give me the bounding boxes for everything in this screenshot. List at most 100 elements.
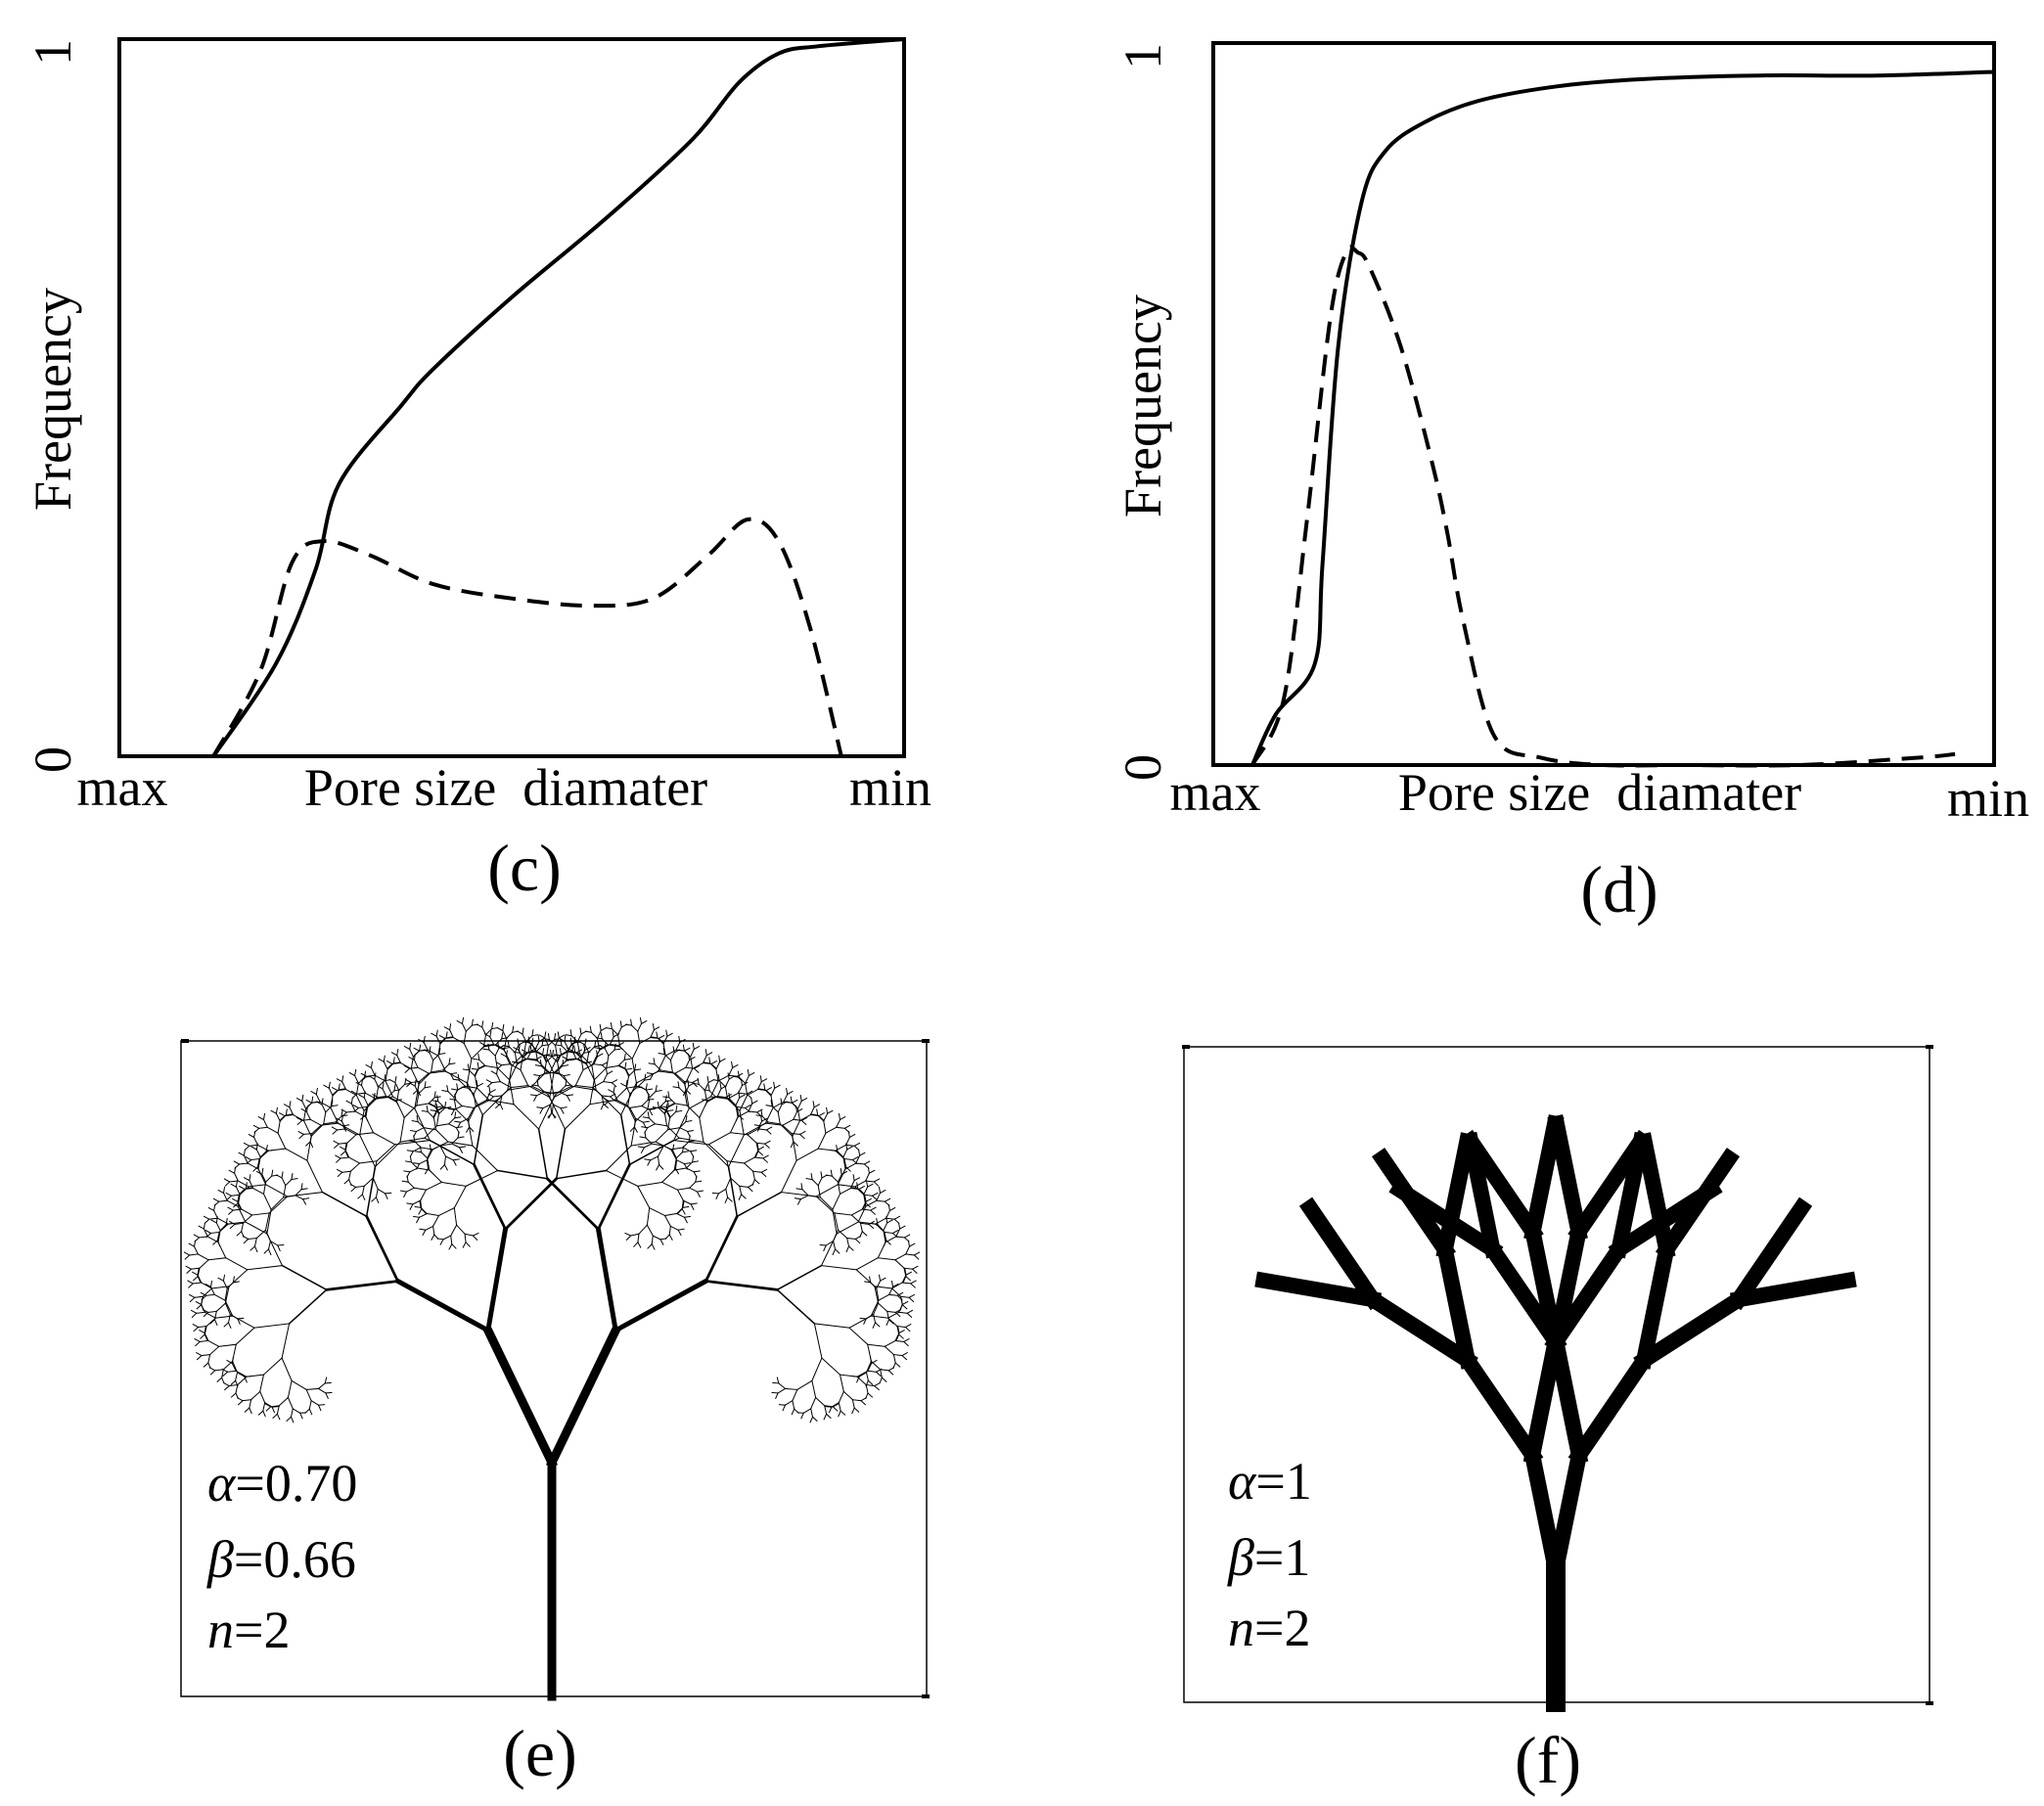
tree-branch xyxy=(482,1048,490,1051)
tree-branch xyxy=(753,1124,761,1127)
tree-branch xyxy=(703,1141,730,1168)
tree-branch xyxy=(878,1186,882,1194)
tree-branch xyxy=(435,1106,445,1112)
tree-branch xyxy=(574,1068,584,1087)
tree-branch xyxy=(435,1123,450,1127)
tree-branch xyxy=(545,1057,555,1074)
tree-branch xyxy=(449,1023,452,1031)
tree-branch xyxy=(357,1194,364,1199)
tree-branch xyxy=(534,1064,542,1067)
tree-branch xyxy=(266,1208,272,1235)
tree-branch xyxy=(894,1362,901,1368)
tree-branch xyxy=(683,1047,691,1052)
tree-branch xyxy=(497,1041,500,1049)
tree-branch xyxy=(663,1113,668,1127)
tree-branch xyxy=(637,1030,641,1044)
tree-branch xyxy=(599,1023,602,1032)
tree-branch xyxy=(495,1073,501,1083)
tree-branch xyxy=(337,1128,346,1131)
tree-branch xyxy=(361,1185,365,1196)
tree-branch xyxy=(693,1045,701,1051)
tree-branch xyxy=(682,1199,692,1205)
tree-branch xyxy=(276,1405,280,1415)
tree-branch xyxy=(711,1192,719,1195)
tree-branch xyxy=(477,1061,479,1069)
tree-branch xyxy=(783,1093,789,1103)
tree-branch xyxy=(375,1096,394,1100)
tree-branch xyxy=(478,1059,486,1067)
tree-branch xyxy=(630,1141,657,1147)
tree-branch xyxy=(708,1090,717,1098)
tree-branch xyxy=(886,1217,895,1220)
tree-branch xyxy=(467,1063,470,1071)
tree-branch xyxy=(550,1111,557,1118)
tree-branch xyxy=(281,1357,293,1381)
tree-branch xyxy=(898,1225,906,1230)
tree-branch xyxy=(328,1081,331,1089)
tree-branch xyxy=(455,1099,463,1107)
tree-branch xyxy=(299,1412,303,1420)
tree-branch xyxy=(559,1048,562,1056)
tree-branch xyxy=(856,1182,859,1190)
tree-branch xyxy=(651,1242,656,1250)
tree-branch xyxy=(836,1118,841,1128)
tree-branch xyxy=(672,1086,680,1089)
tree-branch xyxy=(468,1069,477,1077)
tree-branch xyxy=(758,1088,766,1091)
tree-branch xyxy=(800,1116,808,1121)
tree-branch xyxy=(276,1174,283,1179)
tree-branch xyxy=(250,1390,261,1401)
tree-branch xyxy=(529,1094,538,1097)
tree-branch xyxy=(736,1072,744,1077)
tree-branch xyxy=(331,1126,339,1131)
tree-branch xyxy=(848,1133,856,1139)
tree-branch xyxy=(854,1180,867,1188)
tree-branch xyxy=(773,1081,776,1089)
alpha-value-e: =0.70 xyxy=(235,1454,357,1513)
tree-branch xyxy=(228,1383,239,1387)
tree-branch xyxy=(682,1044,685,1052)
tree-branch xyxy=(235,1180,238,1188)
tree-branch xyxy=(551,1049,555,1058)
tree-branch xyxy=(259,1390,266,1404)
tree-branch xyxy=(338,1088,345,1091)
tree-branch xyxy=(374,1074,386,1082)
tree-branch xyxy=(308,1400,312,1410)
tree-branch xyxy=(876,1287,880,1301)
tree-branch xyxy=(796,1379,813,1391)
tree-branch xyxy=(881,1377,887,1383)
tree-branch xyxy=(715,1068,719,1082)
tree-branch xyxy=(545,1055,554,1063)
tree-branch xyxy=(663,1212,678,1217)
tree-branch xyxy=(865,1383,876,1387)
tree-branch xyxy=(417,1080,421,1091)
tree-branch xyxy=(420,1147,433,1151)
tree-branch xyxy=(567,1047,573,1052)
tree-branch xyxy=(289,1106,295,1116)
tree-branch xyxy=(885,1209,891,1219)
tree-branch xyxy=(474,1068,478,1076)
tree-branch xyxy=(901,1282,912,1285)
tree-branch xyxy=(292,1408,301,1414)
tree-branch xyxy=(832,1248,837,1256)
tree-branch xyxy=(212,1209,219,1219)
tree-branch xyxy=(520,1057,523,1071)
tree-branch xyxy=(710,1062,717,1069)
tree-branch xyxy=(197,1267,201,1278)
tree-branch xyxy=(547,1038,556,1047)
tree-branch xyxy=(655,1085,658,1093)
tree-branch xyxy=(531,1037,534,1045)
tree-branch xyxy=(237,1205,247,1223)
tree-branch xyxy=(232,1197,239,1202)
tree-branch xyxy=(663,1214,672,1228)
tree-branch xyxy=(771,1105,779,1113)
tree-branch xyxy=(593,1063,603,1066)
tree-branch xyxy=(364,1214,400,1284)
tree-branch xyxy=(674,1072,685,1083)
tree-branch xyxy=(795,1148,819,1161)
tree-branch xyxy=(763,1143,770,1150)
tree-branch xyxy=(454,1120,462,1123)
tree-branch xyxy=(443,1106,457,1110)
tree-branch xyxy=(348,1156,361,1164)
tree-branch xyxy=(796,1198,802,1205)
